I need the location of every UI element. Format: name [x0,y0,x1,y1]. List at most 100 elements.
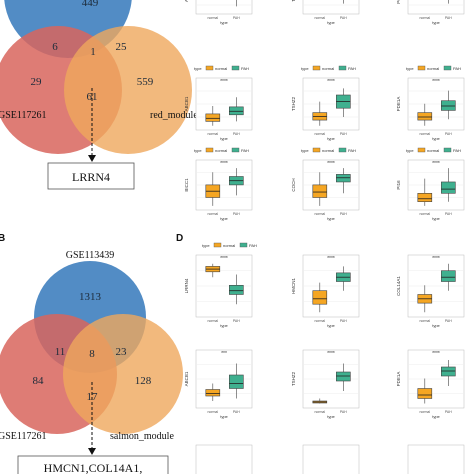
boxplot-x-tick: normal [314,132,325,136]
boxplot-frame [195,0,253,15]
boxplot-x-tick: PAH [445,319,452,323]
boxplot-x-title: type [327,323,335,328]
venn-bottom-result-text: HMCN1,COL14A1, [44,461,143,474]
boxplot-y-label: PI16 [396,180,401,190]
boxplot-x-tick: normal [419,410,430,414]
boxplot-legend: type normal PAH [194,147,249,153]
boxplot-legend: type normal PAH [194,65,249,71]
boxplot-y-label: COL14A1 [396,276,401,296]
legend-swatch-normal [312,147,321,153]
boxplot-x-tick: PAH [445,410,452,414]
legend-title: type [194,66,202,71]
boxplot-y-label: TSHZ2 [291,96,296,111]
boxplot-x-tick: normal [207,132,218,136]
boxplot-frame-partial [195,444,253,474]
legend-label-normal: normal [215,66,227,71]
boxplot-x-tick: normal [419,319,430,323]
boxplot-panel: TSHZ2 **** normal PAH type [291,77,360,141]
boxplot-significance: **** [327,161,335,167]
legend-swatch-treat [338,65,347,71]
boxplot-x-tick: normal [419,212,430,216]
boxplot-box [205,113,221,122]
legend-label-treat: PAH [453,148,461,153]
boxplot-significance: *** [221,351,227,357]
boxplot-x-tick: PAH [233,16,240,20]
boxplot-significance: **** [327,79,335,85]
boxplot-x-tick: normal [314,410,325,414]
boxplot-x-tick: normal [207,319,218,323]
boxplot-significance: **** [220,161,228,167]
boxplot-box [229,106,244,116]
boxplot-y-label: HMCN1 [291,278,296,294]
boxplot-x-title: type [432,414,440,419]
boxplot-panel: PDE1A **** normal PAH type [396,349,465,419]
boxplot-box [417,193,433,203]
boxplot-significance: **** [220,256,228,262]
venn-bottom-count-top-left: 11 [55,346,66,358]
legend-swatch-treat [231,147,240,153]
boxplot-x-title: type [220,20,228,25]
boxplot-box [441,181,456,194]
legend-swatch-normal [417,65,426,71]
boxplot-panel: TSHZ2 **** normal PAH type [291,349,360,419]
boxplot-frame-partial [302,444,360,474]
venn-bottom-left-label: GSE117261 [0,431,47,442]
boxplot-box [312,290,328,305]
boxplot-x-tick: PAH [233,410,240,414]
legend-title: type [301,148,309,153]
boxplot-panel: PDE1A **** normal PAH type [396,77,465,141]
boxplot-box [417,388,433,399]
boxplot-y-label: AGR2 [184,0,189,2]
venn-top-circle-orange [64,26,192,154]
boxplot-significance: **** [327,351,335,357]
legend-label-treat: PAH [348,66,356,71]
boxplot-significance: **** [432,161,440,167]
venn-bottom-count-top: 1313 [79,291,102,303]
legend-title: type [194,148,202,153]
venn-top-count-top-left: 6 [52,41,58,53]
boxplot-x-tick: PAH [340,319,347,323]
legend-swatch-treat [231,65,240,71]
boxplot-significance: **** [220,79,228,85]
boxplot-panel: LRRN4 **** normal PAH type [184,254,253,328]
venn-bottom-count-right: 128 [135,375,152,387]
legend-swatch-normal [205,65,214,71]
boxplot-y-label: THY2 [291,0,296,2]
boxplot-y-label: ABCB1 [184,96,189,111]
boxplot-significance: **** [432,256,440,262]
legend-swatch-normal [213,242,222,248]
boxplot-x-title: type [220,414,228,419]
venn-top-result-box [47,162,135,190]
boxplot-x-tick: normal [207,16,218,20]
legend-label-treat: PAH [453,66,461,71]
venn-bottom-arrow-head [88,448,96,455]
legend-title: type [406,148,414,153]
boxplot-significance: **** [432,79,440,85]
boxplot-box [336,174,351,183]
boxplot-x-tick: PAH [445,212,452,216]
boxplot-frame-partial [407,444,465,474]
boxplot-x-tick: PAH [445,132,452,136]
legend-label-treat: PAH [249,243,257,248]
venn-top-left-label: GSE117261 [0,110,47,121]
boxplot-legend: type normal PAH [406,147,461,153]
venn-top-result-text: LRRN4 [72,170,110,184]
boxplot-legend: type normal PAH [202,242,257,248]
boxplot-x-tick: normal [419,16,430,20]
venn-top-right-label: red_module [150,110,198,121]
boxplot-y-label: COCH [291,178,296,191]
venn-top-count-left-right: 61 [87,91,98,103]
venn-top-count-top-right: 25 [116,41,128,53]
venn-top-arrow-head [88,155,96,162]
boxplot-y-label: POSTN [396,0,401,4]
boxplot-box [441,100,456,111]
venn-bottom-result-box [17,455,169,474]
boxplot-grid: AGR2****normalPAHtypeTHY2****normalPAHty… [184,0,465,474]
boxplot-box [441,366,456,377]
legend-label-normal: normal [223,243,235,248]
boxplot-panel: ABCB1 *** normal PAH type [184,349,253,419]
venn-top-count-right: 559 [137,76,154,88]
venn-diagram-top: 449 6 1 25 29 559 61 GSE117261 red_modul… [0,0,198,190]
venn-bottom-top-label: GSE113439 [66,250,115,261]
